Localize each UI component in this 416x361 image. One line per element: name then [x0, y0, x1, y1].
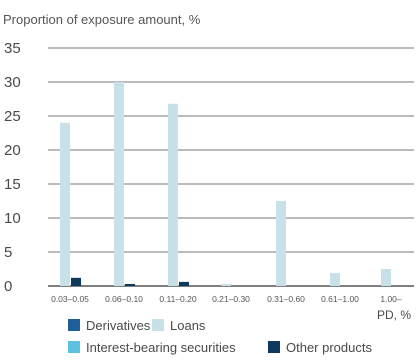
x-tick-labels: 0.03–0.05 0.06–0.10 0.11–0.20 0.21–0.30 0.31…	[51, 294, 402, 304]
legend-label-3: Other products	[286, 340, 372, 355]
bar-loans-0	[60, 122, 70, 286]
x-tick-2: 0.11–0.20	[159, 294, 196, 304]
y-axis-title: Proportion of exposure amount, %	[3, 12, 201, 27]
y-tick-15: 15	[4, 176, 21, 193]
x-tick-4: 0.31–0.60	[267, 294, 305, 304]
bar-loans-5	[330, 273, 340, 286]
y-tick-10: 10	[4, 210, 21, 227]
y-tick-labels: 0 5 10 15 20 25 30 35	[4, 40, 21, 295]
legend-label-1: Loans	[170, 318, 206, 333]
legend: Derivatives Loans Interest-bearing securit…	[68, 318, 372, 355]
bar-loans-3	[221, 283, 231, 286]
x-axis-title: PD, %	[377, 308, 411, 322]
legend-label-2: Interest-bearing securities	[86, 340, 236, 355]
bar-loans-4	[276, 201, 286, 286]
y-tick-0: 0	[4, 278, 12, 295]
y-tick-25: 25	[4, 108, 21, 125]
x-tick-3: 0.21–0.30	[212, 294, 250, 304]
gridlines	[48, 47, 414, 287]
bar-other-products-2	[179, 281, 189, 286]
legend-swatch-2	[68, 341, 80, 353]
bar-other-products-0	[71, 277, 81, 286]
legend-label-0: Derivatives	[86, 318, 151, 333]
bar-other-products-1	[125, 283, 135, 286]
x-tick-6: 1.00–	[380, 294, 402, 304]
y-tick-30: 30	[4, 74, 21, 91]
y-tick-35: 35	[4, 40, 21, 57]
bars	[60, 82, 391, 286]
x-tick-5: 0.61–1.00	[321, 294, 359, 304]
y-tick-5: 5	[4, 244, 12, 261]
legend-swatch-0	[68, 319, 80, 331]
x-tick-0: 0.03–0.05	[51, 294, 89, 304]
legend-swatch-3	[268, 341, 280, 353]
y-tick-20: 20	[4, 142, 21, 159]
bar-loans-2	[168, 103, 178, 286]
x-tick-1: 0.06–0.10	[105, 294, 143, 304]
legend-swatch-1	[152, 319, 164, 331]
bar-loans-1	[114, 82, 124, 286]
bar-loans-6	[381, 269, 391, 286]
